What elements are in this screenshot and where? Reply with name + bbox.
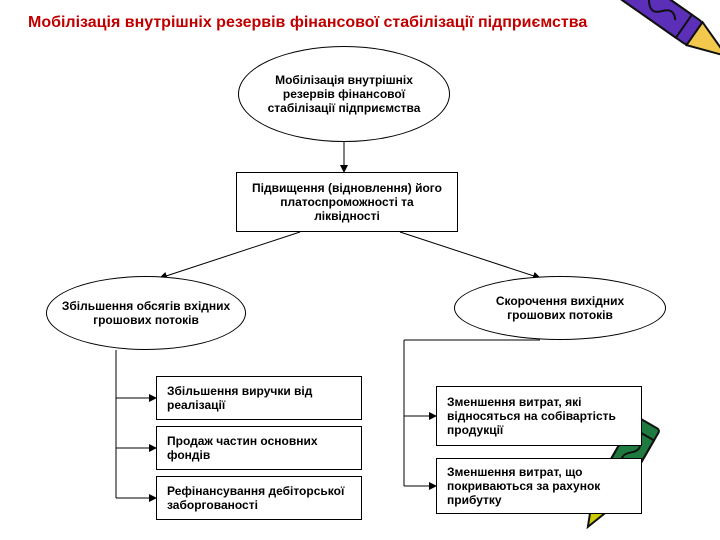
node-n5-label: Збільшення виручки від реалізації: [167, 384, 351, 412]
node-n4-label: Скорочення вихідних грошових потоків: [465, 294, 655, 322]
node-n8: Зменшення витрат, які відносяться на соб…: [436, 386, 642, 446]
node-n4: Скорочення вихідних грошових потоків: [454, 276, 666, 340]
node-n6: Продаж частин основних фондів: [156, 426, 362, 470]
node-n7: Рефінансування дебіторської заборгованос…: [156, 476, 362, 520]
node-n9-label: Зменшення витрат, що покриваються за рах…: [447, 465, 631, 507]
node-n3: Збільшення обсягів вхідних грошових пото…: [46, 276, 246, 350]
edge-2: [400, 232, 540, 278]
node-n3-label: Збільшення обсягів вхідних грошових пото…: [57, 299, 235, 327]
node-n7-label: Рефінансування дебіторської заборгованос…: [167, 484, 351, 512]
node-n9: Зменшення витрат, що покриваються за рах…: [436, 458, 642, 514]
edge-1: [160, 232, 300, 278]
crayon-icon-top-right: [612, 0, 720, 68]
node-n6-label: Продаж частин основних фондів: [167, 434, 351, 462]
node-n2: Підвищення (відновлення) його платоспром…: [236, 172, 458, 232]
node-n1-label: Мобілізація внутрішніх резервів фінансов…: [249, 73, 439, 115]
node-n2-label: Підвищення (відновлення) його платоспром…: [247, 181, 447, 223]
node-n5: Збільшення виручки від реалізації: [156, 376, 362, 420]
node-n1: Мобілізація внутрішніх резервів фінансов…: [238, 46, 450, 142]
node-n8-label: Зменшення витрат, які відносяться на соб…: [447, 395, 631, 437]
page-title: Мобілізація внутрішніх резервів фінансов…: [28, 14, 587, 32]
